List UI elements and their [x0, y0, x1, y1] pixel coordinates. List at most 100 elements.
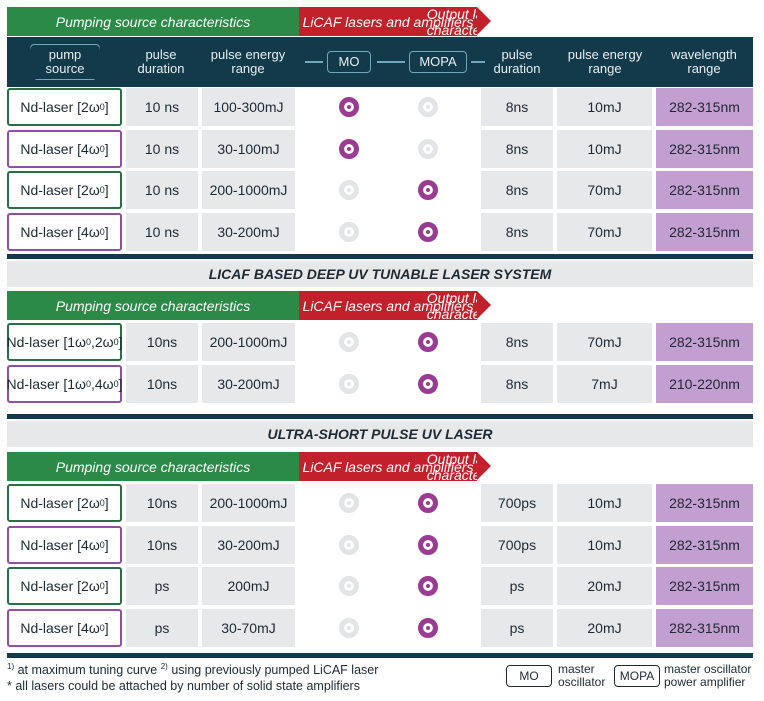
- pulse-energy-cell: 200-1000mJ: [202, 171, 295, 209]
- pump-tail: ]: [104, 495, 109, 511]
- legend-mopa-badge: MOPA: [614, 665, 660, 687]
- pump-tail: ]: [104, 620, 109, 636]
- wavelength-cell: 282-315nm: [656, 171, 753, 209]
- wavelength-cell: 210-220nm: [656, 365, 753, 403]
- band-pumping-label-2: Pumping source characteristics: [7, 291, 299, 320]
- pump-source-cell: Nd-laser [4ω 0]: [7, 213, 122, 251]
- mopa-indicator-icon: [418, 493, 438, 513]
- pump-source-cell: Nd-laser [2ω 0]: [7, 484, 122, 522]
- mopa-indicator-icon: [418, 374, 438, 394]
- header-wavelength-range: wavelength range: [671, 47, 737, 76]
- pump-source-cell: Nd-laser [1ω 0,4ω 0]: [7, 365, 122, 403]
- pump-source-cell: Nd-laser [2ω 0]: [7, 171, 122, 209]
- out-pulse-energy-cell: 10mJ: [557, 526, 652, 564]
- header-pump-source: pump source: [15, 37, 115, 87]
- pump-tail: ]: [118, 376, 123, 392]
- mopa-indicator-icon: [418, 618, 438, 638]
- pump-sub2: 0: [113, 337, 119, 347]
- mo-cell: [317, 609, 381, 647]
- pulse-duration-cell: ps: [126, 567, 198, 605]
- pump-sub2: 0: [113, 379, 119, 389]
- out-pulse-energy-cell: 20mJ: [557, 609, 652, 647]
- pump-sub: 0: [99, 581, 105, 591]
- mopa-indicator-icon: [418, 222, 438, 242]
- wavelength-cell: 282-315nm: [656, 88, 753, 126]
- pump-sub: 0: [99, 623, 105, 633]
- header-mopa: MOPA: [405, 37, 471, 87]
- mopa-cell: [395, 526, 461, 564]
- header-arrow-line-1: [305, 61, 323, 63]
- pump-sub: 0: [99, 498, 105, 508]
- mo-indicator-icon: [339, 493, 359, 513]
- out-pulse-duration-cell: 8ns: [481, 323, 553, 361]
- mo-cell: [317, 567, 381, 605]
- table-row: Nd-laser [2ω 0] 10 ns 100-300mJ 8ns 10mJ 282-3…: [7, 88, 753, 126]
- pulse-energy-cell: 30-70mJ: [202, 609, 295, 647]
- out-pulse-duration-cell: 700ps: [481, 526, 553, 564]
- pulse-duration-cell: 10 ns: [126, 213, 198, 251]
- table-row: Nd-laser [2ω 0] 10 ns 200-1000mJ 8ns 70mJ 282-…: [7, 171, 753, 209]
- band-pumping-label: Pumping source characteristics: [7, 7, 299, 36]
- pump-sub: 0: [85, 337, 91, 347]
- mo-badge: MO: [327, 51, 371, 73]
- mopa-indicator-icon: [418, 97, 438, 117]
- header-arrow-line-3: [471, 61, 485, 63]
- mo-indicator-icon: [339, 535, 359, 555]
- pulse-energy-cell: 30-200mJ: [202, 365, 295, 403]
- legend-mo-desc-line2: oscillator: [558, 675, 606, 689]
- pump-tail: ]: [104, 224, 109, 240]
- mopa-cell: [395, 567, 461, 605]
- footnote-2-text: using previously pumped LiCAF laser: [171, 663, 379, 677]
- pulse-energy-cell: 200mJ: [202, 567, 295, 605]
- table-row: Nd-laser [2ω 0] 10ns 200-1000mJ 700ps 10mJ 282…: [7, 484, 753, 522]
- wavelength-cell: 282-315nm: [656, 130, 753, 168]
- mo-indicator-icon: [339, 332, 359, 352]
- pulse-energy-cell: 30-200mJ: [202, 213, 295, 251]
- out-pulse-energy-cell: 10mJ: [557, 88, 652, 126]
- wavelength-cell: 282-315nm: [656, 609, 753, 647]
- header-pulse-duration: pulse duration: [137, 47, 185, 76]
- out-pulse-energy-cell: 70mJ: [557, 171, 652, 209]
- pulse-energy-cell: 100-300mJ: [202, 88, 295, 126]
- pump-source-cell: Nd-laser [1ω 0,2ω 0]: [7, 323, 122, 361]
- mopa-cell: [395, 365, 461, 403]
- mopa-cell: [395, 171, 461, 209]
- header-mo: MO: [323, 37, 375, 87]
- section-divider-2: [7, 414, 753, 419]
- out-pulse-energy-cell: 70mJ: [557, 323, 652, 361]
- mo-cell: [317, 171, 381, 209]
- wavelength-cell: 282-315nm: [656, 323, 753, 361]
- out-pulse-energy-cell: 10mJ: [557, 130, 652, 168]
- mo-cell: [317, 526, 381, 564]
- table-row: Nd-laser [4ω 0] 10ns 30-200mJ 700ps 10mJ 282-3…: [7, 526, 753, 564]
- band-licaf-label-3: LiCAF lasers and amplifiers: [299, 452, 491, 481]
- section-divider-3: [7, 653, 753, 658]
- legend-mo-desc: master oscillator: [558, 663, 605, 689]
- mo-cell: [317, 365, 381, 403]
- mo-indicator-icon: [339, 618, 359, 638]
- out-pulse-duration-cell: 8ns: [481, 213, 553, 251]
- band-output-text: Output laser characteristics: [426, 5, 517, 38]
- pump-text: Nd-laser [4ω: [20, 141, 100, 157]
- header-arrow-line-2: [377, 61, 405, 63]
- legend-mopa-desc-line1: master oscillator: [664, 662, 752, 676]
- band-pumping-label-3: Pumping source characteristics: [7, 452, 299, 481]
- band-licaf-label: LiCAF lasers and amplifiers: [299, 7, 491, 36]
- wavelength-cell: 282-315nm: [656, 213, 753, 251]
- section-divider-1: [7, 254, 753, 259]
- wavelength-cell: 282-315nm: [656, 567, 753, 605]
- mopa-indicator-icon: [418, 576, 438, 596]
- pump-text: Nd-laser [2ω: [20, 578, 100, 594]
- section-3-title: ULTRA-SHORT PULSE UV LASER: [7, 421, 753, 447]
- pump-sub: 0: [85, 379, 91, 389]
- mo-indicator-icon: [339, 374, 359, 394]
- out-pulse-energy-cell: 70mJ: [557, 213, 652, 251]
- legend-mo-desc-line1: master: [558, 662, 595, 676]
- mo-indicator-icon: [339, 97, 359, 117]
- mo-cell: [317, 484, 381, 522]
- header-out-pulse-duration: pulse duration: [493, 47, 541, 76]
- pump-source-cell: Nd-laser [4ω 0]: [7, 526, 122, 564]
- header-out-pulse-energy-range: pulse energy range: [567, 47, 643, 76]
- pulse-duration-cell: 10 ns: [126, 130, 198, 168]
- out-pulse-duration-cell: 8ns: [481, 171, 553, 209]
